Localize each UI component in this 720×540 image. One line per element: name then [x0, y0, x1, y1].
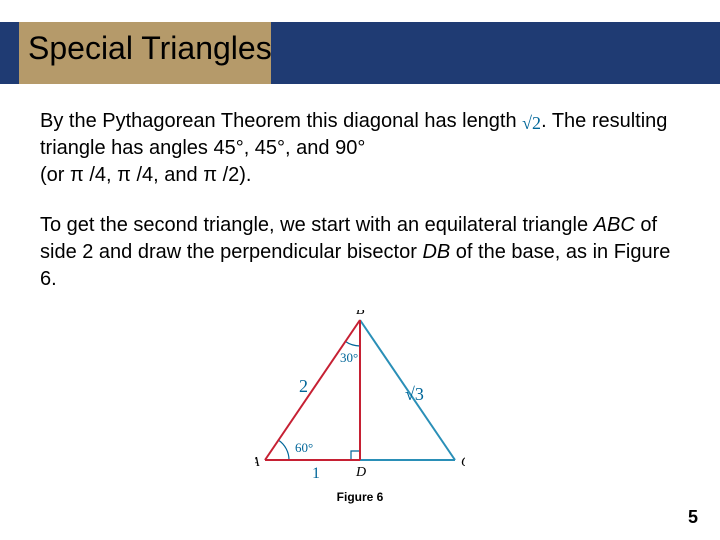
page-number: 5 — [688, 507, 698, 528]
svg-text:A: A — [255, 455, 260, 470]
svg-text:1: 1 — [312, 465, 320, 480]
svg-text:√3: √3 — [405, 384, 424, 404]
paragraph-1: By the Pythagorean Theorem this diagonal… — [40, 108, 680, 189]
p2-text-a: To get the second triangle, we start wit… — [40, 214, 594, 236]
sqrt2-inline: √2 — [522, 111, 541, 135]
db-label: DB — [422, 241, 450, 263]
svg-text:D: D — [355, 465, 366, 480]
figure-6-diagram: 60° 30° 2 √3 1 A B C D — [255, 310, 465, 480]
abc-label: ABC — [594, 214, 635, 236]
p1-text-a: By the Pythagorean Theorem this diagonal… — [40, 110, 522, 132]
svg-text:2: 2 — [299, 376, 308, 396]
paragraph-2: To get the second triangle, we start wit… — [40, 212, 680, 293]
svg-text:B: B — [356, 310, 365, 318]
svg-text:30°: 30° — [340, 350, 358, 365]
svg-text:C: C — [461, 455, 465, 470]
page-title: Special Triangles — [28, 30, 272, 67]
figure-caption: Figure 6 — [0, 490, 720, 504]
svg-text:60°: 60° — [295, 440, 313, 455]
p1-text-c: (or π /4, π /4, and π /2). — [40, 164, 251, 186]
